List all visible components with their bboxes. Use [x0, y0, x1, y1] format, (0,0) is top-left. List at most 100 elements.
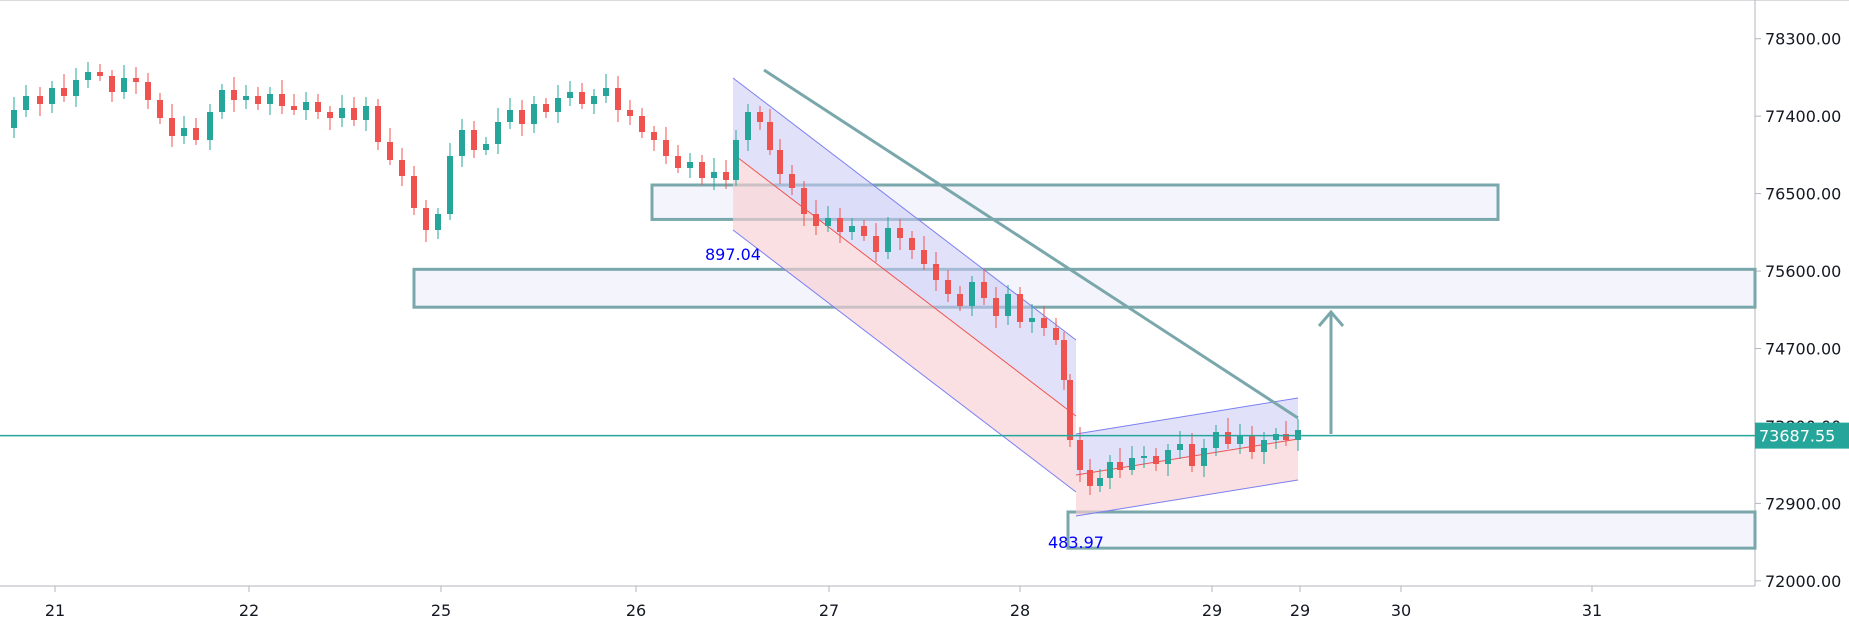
candle — [1283, 421, 1289, 446]
candle-body — [1117, 462, 1123, 470]
current-price-badge — [1755, 422, 1849, 449]
candle — [567, 81, 573, 106]
candle-body — [909, 238, 915, 250]
candle — [1017, 287, 1023, 328]
candle — [603, 74, 609, 103]
candle — [873, 223, 879, 262]
candle — [37, 87, 43, 116]
candle-body — [969, 282, 975, 306]
candle-body — [945, 280, 951, 294]
x-tick-label: 31 — [1582, 601, 1602, 620]
candle — [109, 70, 115, 102]
candle — [1213, 425, 1219, 456]
candle — [1087, 459, 1093, 495]
candle — [495, 108, 501, 154]
candle-body — [1029, 318, 1035, 322]
candle — [61, 74, 67, 102]
candle — [1029, 304, 1035, 333]
candle-body — [1283, 434, 1289, 440]
candle-body — [219, 90, 225, 112]
x-tick-label: 29 — [1290, 601, 1310, 620]
candle-body — [789, 174, 795, 188]
asc-channel-bottom-line — [1075, 479, 1299, 517]
candle — [181, 116, 187, 144]
candles — [11, 62, 1301, 495]
candle — [97, 64, 103, 81]
candle — [957, 286, 963, 311]
candle — [767, 109, 773, 155]
candle-body — [543, 104, 549, 112]
candle-body — [591, 96, 597, 104]
candle-body — [363, 106, 369, 120]
candle-body — [1201, 448, 1207, 466]
candle — [519, 100, 525, 136]
candle-body — [757, 112, 763, 122]
candle-body — [109, 76, 115, 92]
candle-body — [663, 140, 669, 156]
candle-body — [279, 94, 285, 106]
candle-body — [1053, 328, 1059, 340]
candle — [255, 87, 261, 110]
candle — [723, 160, 729, 189]
candle — [73, 68, 79, 107]
candle-body — [639, 116, 645, 132]
candle — [411, 166, 417, 215]
candle — [687, 153, 693, 178]
candle — [1273, 428, 1279, 449]
y-tick-label: 77400.00 — [1765, 107, 1841, 126]
candle-body — [567, 92, 573, 98]
candle — [757, 106, 763, 130]
candle-body — [1067, 380, 1073, 440]
candle-body — [1225, 432, 1231, 444]
candle-body — [49, 88, 55, 104]
candle — [733, 130, 739, 186]
candle-body — [723, 172, 729, 180]
candle — [1117, 448, 1123, 478]
candle-body — [1165, 450, 1171, 464]
candle-body — [519, 110, 525, 124]
candle-body — [61, 88, 67, 96]
y-tick-label: 75600.00 — [1765, 262, 1841, 281]
candle-body — [1097, 478, 1103, 486]
candle — [1141, 446, 1147, 468]
candle-body — [699, 162, 705, 178]
candle-body — [459, 130, 465, 156]
candle-body — [435, 214, 441, 230]
candle — [363, 97, 369, 131]
candle-body — [767, 122, 773, 150]
descending-trendline[interactable] — [763, 68, 1299, 420]
candle — [23, 85, 29, 117]
candle — [315, 94, 321, 119]
x-tick-label: 30 — [1391, 601, 1411, 620]
candle — [801, 181, 807, 226]
candle — [745, 104, 751, 151]
candle-body — [121, 78, 127, 92]
x-tick-label: 25 — [431, 601, 451, 620]
middle-zone[interactable] — [412, 267, 1757, 309]
x-tick-label: 29 — [1202, 601, 1222, 620]
candle-body — [1107, 462, 1113, 478]
candle-body — [303, 102, 309, 110]
candle-body — [1041, 318, 1047, 328]
candle-body — [423, 208, 429, 230]
target-arrow-head — [1317, 309, 1345, 327]
candle-body — [861, 226, 867, 236]
candle — [327, 106, 333, 130]
candle-body — [267, 94, 273, 104]
candle-body — [745, 112, 751, 140]
candle-body — [193, 128, 199, 140]
candle-body — [1129, 458, 1135, 470]
candle — [825, 206, 831, 232]
candle-body — [885, 228, 891, 252]
y-tick-label: 72000.00 — [1765, 572, 1841, 591]
candle-body — [1261, 440, 1267, 452]
candle — [145, 73, 151, 109]
current-price-label: 73687.55 — [1759, 427, 1835, 446]
lower-zone[interactable] — [1066, 510, 1757, 550]
candle-body — [37, 96, 43, 104]
candle-body — [1153, 456, 1159, 464]
candle-body — [1189, 444, 1195, 466]
candle — [885, 217, 891, 259]
